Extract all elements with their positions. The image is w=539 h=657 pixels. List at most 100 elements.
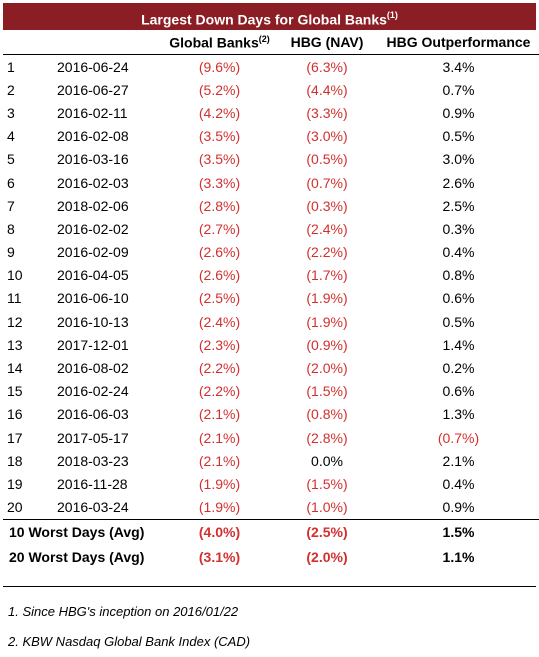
outperformance-cell: 0.7% xyxy=(442,81,475,98)
hbg-nav-cell: (1.7%) xyxy=(306,267,348,284)
global-banks-cell: (2.7%) xyxy=(198,220,241,237)
global-banks-cell: (1.9%) xyxy=(162,495,277,520)
summary-label: 10 Worst Days (Avg) xyxy=(9,524,145,541)
header-global-banks: Global Banks(2) xyxy=(162,30,277,55)
header-date xyxy=(57,30,162,55)
outperformance-cell: (0.7%) xyxy=(437,429,480,446)
header-outperformance: HBG Outperformance xyxy=(377,30,539,55)
outperformance-cell: 0.4% xyxy=(442,475,475,492)
rank-cell: 7 xyxy=(7,197,15,214)
date-cell: 2016-11-28 xyxy=(57,475,128,492)
rank-cell: 17 xyxy=(7,429,23,446)
title-footnote-marker: (1) xyxy=(386,10,398,20)
date-cell: 2016-06-10 xyxy=(57,290,129,307)
summary-hbg-nav: (2.5%) xyxy=(306,524,348,541)
date-cell: 2016-04-05 xyxy=(57,267,129,284)
summary-row: 20 Worst Days (Avg) (3.1%) (2.0%) 1.1% xyxy=(3,545,539,570)
global-banks-cell: (2.1%) xyxy=(198,429,241,446)
date-cell: 2016-02-08 xyxy=(57,128,129,145)
hbg-nav-cell: 0.0% xyxy=(311,452,343,469)
outperformance-cell: 0.8% xyxy=(442,267,475,284)
header-rank xyxy=(3,30,57,55)
header-hbg-nav: HBG (NAV) xyxy=(277,30,377,55)
down-days-table-panel: Largest Down Days for Global Banks(1) Gl… xyxy=(3,3,539,570)
hbg-nav-cell: (1.0%) xyxy=(277,495,377,520)
table-row: 11 2016-06-10 (2.5%) (1.9%) 0.6% xyxy=(3,287,539,310)
header-row: Global Banks(2) HBG (NAV) HBG Outperform… xyxy=(3,30,539,55)
outperformance-cell: 0.6% xyxy=(442,383,475,400)
rank-cell: 12 xyxy=(7,313,23,330)
rank-cell: 18 xyxy=(7,452,23,469)
outperformance-cell: 0.9% xyxy=(377,495,539,520)
outperformance-cell: 0.4% xyxy=(442,244,475,261)
footnote-1: 1. Since HBG's inception on 2016/01/22 xyxy=(8,604,239,619)
hbg-nav-cell: (0.7%) xyxy=(306,174,348,191)
outperformance-cell: 2.6% xyxy=(442,174,475,191)
rank-cell: 15 xyxy=(7,383,23,400)
table-row: 6 2016-02-03 (3.3%) (0.7%) 2.6% xyxy=(3,171,539,194)
date-cell: 2016-02-02 xyxy=(57,220,129,237)
rank-cell: 3 xyxy=(7,104,15,121)
hbg-nav-cell: (0.8%) xyxy=(306,406,348,423)
date-cell: 2016-06-24 xyxy=(57,58,129,75)
date-cell: 2017-05-17 xyxy=(57,429,129,446)
rank-cell: 2 xyxy=(7,81,15,98)
date-cell: 2016-02-24 xyxy=(57,383,129,400)
global-banks-cell: (2.8%) xyxy=(198,197,241,214)
date-cell: 2016-06-03 xyxy=(57,406,129,423)
global-banks-cell: (2.4%) xyxy=(198,313,241,330)
global-banks-cell: (2.2%) xyxy=(198,383,241,400)
hbg-nav-cell: (0.9%) xyxy=(306,336,348,353)
hbg-nav-cell: (0.5%) xyxy=(306,151,348,168)
table-title-text: Largest Down Days for Global Banks xyxy=(141,11,387,28)
table-row: 10 2016-04-05 (2.6%) (1.7%) 0.8% xyxy=(3,264,539,287)
date-cell: 2016-08-02 xyxy=(57,360,129,377)
rank-cell: 16 xyxy=(7,406,23,423)
summary-global-banks: (3.1%) xyxy=(198,549,241,566)
date-cell: 2017-12-01 xyxy=(57,336,129,353)
outperformance-cell: 0.5% xyxy=(442,313,475,330)
summary-outperformance: 1.5% xyxy=(442,524,475,541)
table-row: 20 2016-03-24 (1.9%) (1.0%) 0.9% xyxy=(3,495,539,520)
outperformance-cell: 0.2% xyxy=(442,360,475,377)
global-banks-cell: (2.2%) xyxy=(198,360,241,377)
rank-cell: 1 xyxy=(7,58,15,75)
global-banks-footnote-marker: (2) xyxy=(258,33,270,44)
date-cell: 2016-10-13 xyxy=(57,313,129,330)
table-row: 19 2016-11-28 (1.9%) (1.5%) 0.4% xyxy=(3,472,539,495)
outperformance-cell: 1.4% xyxy=(442,336,475,353)
summary-outperformance: 1.1% xyxy=(442,549,475,566)
global-banks-cell: (3.5%) xyxy=(198,128,241,145)
table-title: Largest Down Days for Global Banks(1) xyxy=(3,3,536,30)
summary-row: 10 Worst Days (Avg) (4.0%) (2.5%) 1.5% xyxy=(3,519,539,545)
hbg-nav-cell: (2.4%) xyxy=(306,220,348,237)
table-row: 4 2016-02-08 (3.5%) (3.0%) 0.5% xyxy=(3,125,539,148)
rank-cell: 13 xyxy=(7,336,23,353)
rank-cell: 8 xyxy=(7,220,15,237)
rank-cell: 9 xyxy=(7,244,15,261)
rank-cell: 4 xyxy=(7,128,15,145)
date-cell: 2016-02-03 xyxy=(57,174,129,191)
down-days-table: Global Banks(2) HBG (NAV) HBG Outperform… xyxy=(3,30,539,570)
global-banks-cell: (2.1%) xyxy=(198,452,241,469)
date-cell: 2016-02-11 xyxy=(57,104,128,121)
hbg-nav-cell: (1.5%) xyxy=(306,475,348,492)
global-banks-cell: (2.3%) xyxy=(198,336,241,353)
hbg-nav-cell: (2.0%) xyxy=(306,360,348,377)
summary-rows: 10 Worst Days (Avg) (4.0%) (2.5%) 1.5% 20 Wo… xyxy=(3,519,539,570)
rank-cell: 10 xyxy=(7,267,23,284)
outperformance-cell: 3.4% xyxy=(442,58,475,75)
table-row: 15 2016-02-24 (2.2%) (1.5%) 0.6% xyxy=(3,380,539,403)
table-row: 3 2016-02-11 (4.2%) (3.3%) 0.9% xyxy=(3,101,539,124)
table-row: 7 2018-02-06 (2.8%) (0.3%) 2.5% xyxy=(3,194,539,217)
global-banks-cell: (3.5%) xyxy=(198,151,241,168)
hbg-nav-cell: (6.3%) xyxy=(306,58,348,75)
hbg-nav-cell: (2.8%) xyxy=(306,429,348,446)
global-banks-cell: (9.6%) xyxy=(198,58,241,75)
rank-cell: 5 xyxy=(7,151,15,168)
outperformance-cell: 2.1% xyxy=(442,452,475,469)
outperformance-cell: 0.3% xyxy=(442,220,475,237)
date-cell: 2016-06-27 xyxy=(57,81,129,98)
global-banks-cell: (2.6%) xyxy=(198,244,241,261)
hbg-nav-cell: (2.2%) xyxy=(306,244,348,261)
